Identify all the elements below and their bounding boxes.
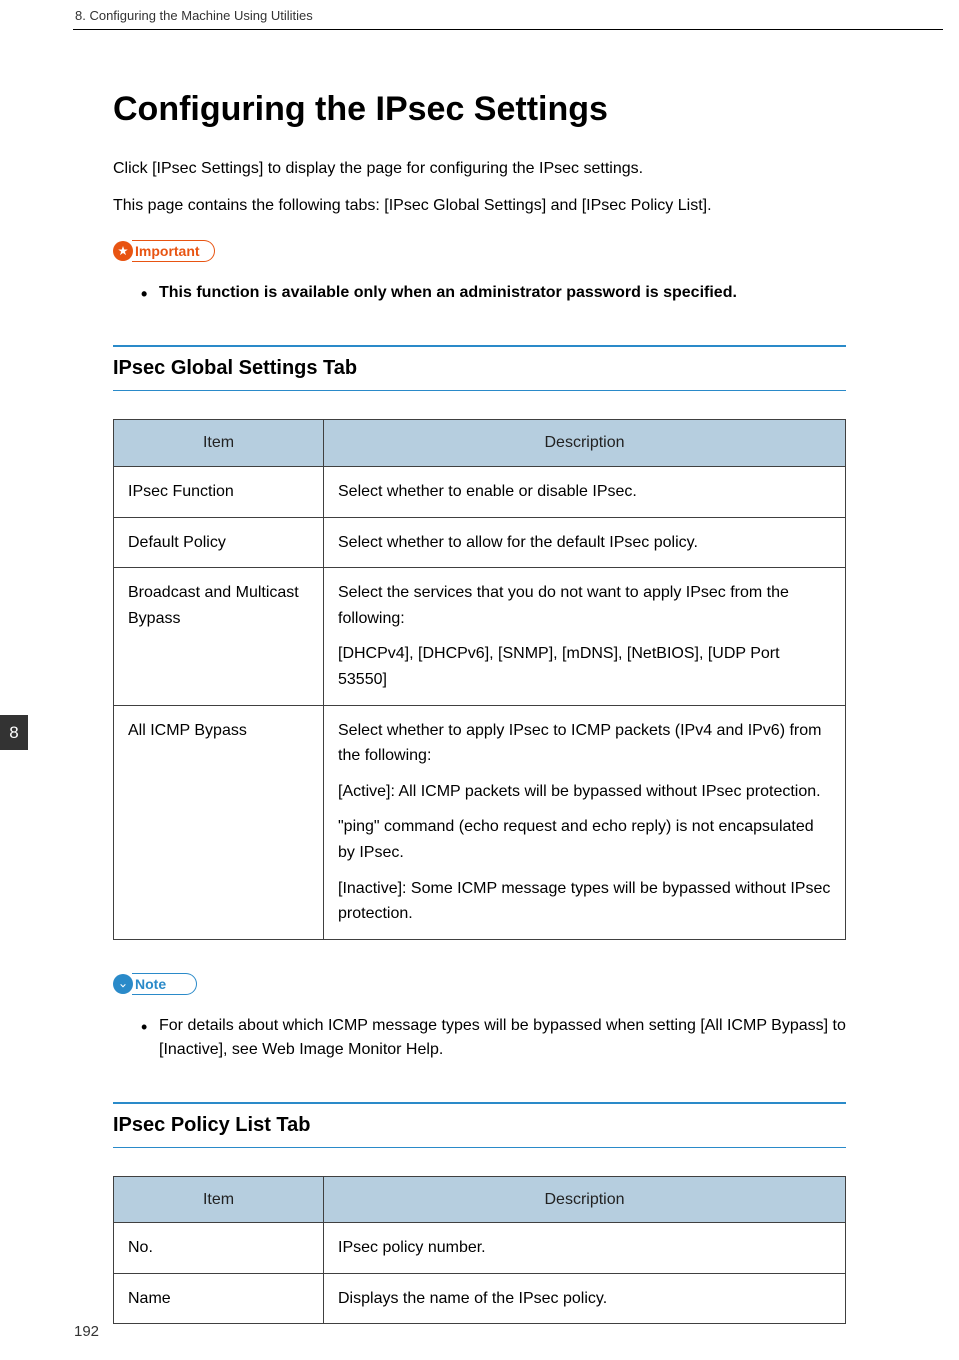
note-bullets: For details about which ICMP message typ… [141, 1014, 846, 1062]
intro-line-2: This page contains the following tabs: [… [113, 194, 846, 217]
note-callout: Note [113, 972, 197, 996]
table-header-item: Item [114, 420, 324, 467]
table-row: Default Policy Select whether to allow f… [114, 517, 846, 568]
ipsec-policy-list-table: Item Description No. IPsec policy number… [113, 1176, 846, 1325]
ipsec-global-settings-table: Item Description IPsec Function Select w… [113, 419, 846, 939]
chapter-number: 8 [9, 723, 18, 743]
cell-item: All ICMP Bypass [114, 705, 324, 939]
cell-desc: Displays the name of the IPsec policy. [324, 1273, 846, 1324]
running-header: 8. Configuring the Machine Using Utiliti… [0, 0, 959, 30]
list-item: For details about which ICMP message typ… [141, 1014, 846, 1062]
cell-item: IPsec Function [114, 466, 324, 517]
section-heading: IPsec Global Settings Tab [113, 357, 846, 380]
cell-desc: Select whether to enable or disable IPse… [324, 466, 846, 517]
desc-line: [Active]: All ICMP packets will be bypas… [338, 779, 831, 805]
cell-desc: Select the services that you do not want… [324, 568, 846, 705]
section-heading: IPsec Policy List Tab [113, 1114, 846, 1137]
cell-desc: Select whether to allow for the default … [324, 517, 846, 568]
section-top-rule [113, 1102, 846, 1104]
cell-desc: IPsec policy number. [324, 1223, 846, 1274]
arrow-down-icon [113, 974, 133, 994]
table-header-item: Item [114, 1176, 324, 1223]
list-item: This function is available only when an … [141, 281, 846, 305]
cell-item: Broadcast and Multicast Bypass [114, 568, 324, 705]
section-bottom-rule [113, 1147, 846, 1148]
section-top-rule [113, 345, 846, 347]
table-row: Name Displays the name of the IPsec poli… [114, 1273, 846, 1324]
star-icon [113, 241, 133, 261]
page-title: Configuring the IPsec Settings [113, 90, 846, 129]
table-row: IPsec Function Select whether to enable … [114, 466, 846, 517]
important-callout: Important [113, 239, 215, 263]
desc-line: Select whether to apply IPsec to ICMP pa… [338, 718, 831, 769]
cell-item: Name [114, 1273, 324, 1324]
page-number: 192 [74, 1323, 99, 1340]
cell-item: Default Policy [114, 517, 324, 568]
desc-line: "ping" command (echo request and echo re… [338, 814, 831, 865]
desc-line: [DHCPv4], [DHCPv6], [SNMP], [mDNS], [Net… [338, 641, 831, 692]
note-label: Note [132, 973, 197, 995]
table-row: No. IPsec policy number. [114, 1223, 846, 1274]
page-content: Configuring the IPsec Settings Click [IP… [0, 30, 959, 1324]
section-bottom-rule [113, 390, 846, 391]
table-row: Broadcast and Multicast Bypass Select th… [114, 568, 846, 705]
cell-desc: Select whether to apply IPsec to ICMP pa… [324, 705, 846, 939]
important-bullets: This function is available only when an … [141, 281, 846, 305]
breadcrumb: 8. Configuring the Machine Using Utiliti… [75, 8, 313, 23]
chapter-tab: 8 [0, 715, 28, 750]
table-header-description: Description [324, 420, 846, 467]
table-header-description: Description [324, 1176, 846, 1223]
desc-line: Select the services that you do not want… [338, 580, 831, 631]
cell-item: No. [114, 1223, 324, 1274]
important-label: Important [132, 240, 215, 262]
table-row: All ICMP Bypass Select whether to apply … [114, 705, 846, 939]
intro-line-1: Click [IPsec Settings] to display the pa… [113, 157, 846, 180]
desc-line: [Inactive]: Some ICMP message types will… [338, 876, 831, 927]
